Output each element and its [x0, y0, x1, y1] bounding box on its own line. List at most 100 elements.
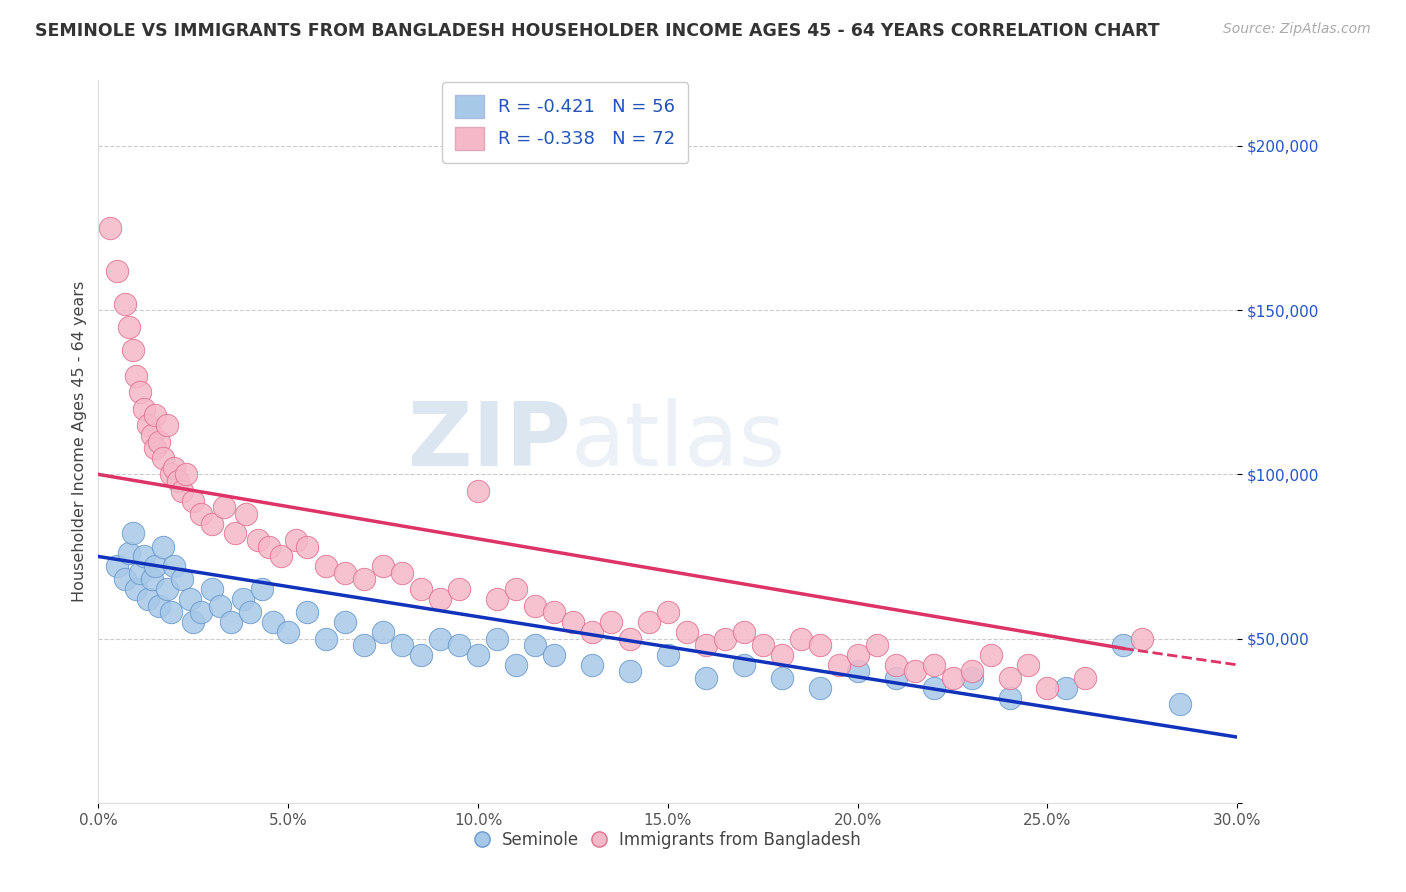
- Point: [125, 582, 148, 597]
- Point: [159, 605, 181, 619]
- Point: [170, 573, 193, 587]
- Point: [297, 540, 319, 554]
- Point: [159, 467, 181, 482]
- Point: [828, 657, 851, 672]
- Point: [125, 368, 148, 383]
- Point: [449, 638, 471, 652]
- Point: [467, 483, 489, 498]
- Point: [167, 474, 190, 488]
- Point: [353, 573, 375, 587]
- Point: [770, 648, 793, 662]
- Point: [790, 632, 813, 646]
- Point: [114, 573, 136, 587]
- Point: [904, 665, 927, 679]
- Point: [486, 592, 509, 607]
- Point: [979, 648, 1001, 662]
- Point: [733, 657, 755, 672]
- Point: [543, 605, 565, 619]
- Point: [998, 690, 1021, 705]
- Point: [884, 671, 907, 685]
- Point: [429, 592, 451, 607]
- Point: [201, 582, 224, 597]
- Point: [132, 549, 155, 564]
- Point: [411, 648, 433, 662]
- Point: [98, 221, 121, 235]
- Point: [156, 418, 179, 433]
- Point: [156, 582, 179, 597]
- Point: [638, 615, 661, 630]
- Point: [808, 681, 831, 695]
- Point: [246, 533, 269, 547]
- Point: [136, 592, 159, 607]
- Point: [224, 526, 246, 541]
- Point: [657, 648, 679, 662]
- Point: [752, 638, 775, 652]
- Point: [1074, 671, 1097, 685]
- Point: [118, 319, 141, 334]
- Point: [132, 401, 155, 416]
- Point: [239, 605, 262, 619]
- Point: [235, 507, 257, 521]
- Point: [846, 648, 869, 662]
- Point: [695, 671, 717, 685]
- Point: [201, 516, 224, 531]
- Point: [505, 582, 527, 597]
- Point: [145, 441, 167, 455]
- Point: [1036, 681, 1059, 695]
- Point: [118, 546, 141, 560]
- Point: [1132, 632, 1154, 646]
- Point: [657, 605, 679, 619]
- Point: [250, 582, 273, 597]
- Text: ZIP: ZIP: [408, 398, 571, 485]
- Point: [145, 559, 167, 574]
- Point: [148, 599, 170, 613]
- Y-axis label: Householder Income Ages 45 - 64 years: Householder Income Ages 45 - 64 years: [72, 281, 87, 602]
- Point: [262, 615, 284, 630]
- Point: [733, 625, 755, 640]
- Point: [353, 638, 375, 652]
- Point: [619, 665, 641, 679]
- Point: [808, 638, 831, 652]
- Point: [335, 615, 357, 630]
- Point: [1056, 681, 1078, 695]
- Point: [297, 605, 319, 619]
- Point: [714, 632, 737, 646]
- Point: [391, 566, 413, 580]
- Point: [1170, 698, 1192, 712]
- Point: [145, 409, 167, 423]
- Point: [922, 681, 945, 695]
- Point: [315, 632, 337, 646]
- Point: [429, 632, 451, 646]
- Point: [695, 638, 717, 652]
- Point: [600, 615, 623, 630]
- Point: [221, 615, 243, 630]
- Point: [152, 540, 174, 554]
- Point: [183, 615, 205, 630]
- Point: [174, 467, 197, 482]
- Point: [411, 582, 433, 597]
- Legend: Seminole, Immigrants from Bangladesh: Seminole, Immigrants from Bangladesh: [468, 824, 868, 856]
- Text: SEMINOLE VS IMMIGRANTS FROM BANGLADESH HOUSEHOLDER INCOME AGES 45 - 64 YEARS COR: SEMINOLE VS IMMIGRANTS FROM BANGLADESH H…: [35, 22, 1160, 40]
- Point: [922, 657, 945, 672]
- Point: [208, 599, 231, 613]
- Point: [846, 665, 869, 679]
- Point: [543, 648, 565, 662]
- Point: [107, 264, 129, 278]
- Point: [505, 657, 527, 672]
- Point: [277, 625, 299, 640]
- Point: [114, 296, 136, 310]
- Point: [179, 592, 201, 607]
- Point: [581, 657, 603, 672]
- Point: [467, 648, 489, 662]
- Point: [391, 638, 413, 652]
- Point: [270, 549, 292, 564]
- Point: [942, 671, 965, 685]
- Point: [183, 493, 205, 508]
- Point: [581, 625, 603, 640]
- Point: [619, 632, 641, 646]
- Point: [1112, 638, 1135, 652]
- Point: [315, 559, 337, 574]
- Point: [190, 507, 212, 521]
- Point: [866, 638, 889, 652]
- Text: atlas: atlas: [571, 398, 786, 485]
